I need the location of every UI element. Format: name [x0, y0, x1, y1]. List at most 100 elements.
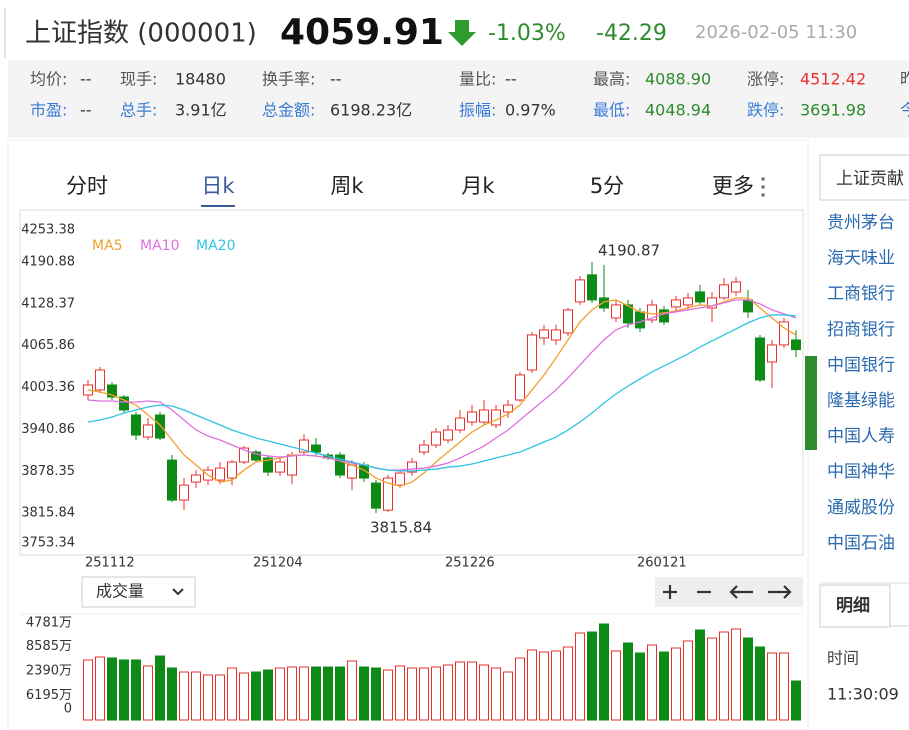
index-title: 上证指数 (000001): [25, 19, 257, 49]
volume-bar: [635, 652, 645, 721]
candle-body: [755, 337, 765, 381]
stock-item[interactable]: 贵州茅台: [827, 213, 895, 233]
stat-value: 4048.94: [645, 101, 711, 120]
trade-time: 11:30:09: [827, 685, 899, 704]
volume-tick-label: 0: [64, 702, 72, 717]
volume-bar: [731, 628, 741, 721]
toolbar-icons[interactable]: [663, 585, 792, 599]
stat-label: 涨停:: [747, 70, 784, 89]
stock-item[interactable]: 隆基绿能: [827, 391, 895, 411]
volume-bar: [683, 640, 693, 721]
candle-body: [479, 409, 489, 423]
stock-item[interactable]: 中国石油: [827, 533, 895, 553]
x-tick-label: 260121: [637, 556, 687, 571]
stock-item[interactable]: 工商银行: [827, 284, 895, 304]
candle-body: [107, 384, 117, 398]
stat-value: 3.91亿: [175, 101, 227, 120]
volume-bar: [95, 656, 105, 721]
stock-item[interactable]: 中国银行: [827, 355, 895, 375]
candle-body: [371, 482, 381, 509]
volume-bar: [647, 644, 657, 721]
x-tick-label: 251112: [85, 556, 135, 571]
sidebar-tab[interactable]: [819, 154, 909, 201]
ma-line: [87, 297, 797, 487]
candle-body: [443, 429, 453, 441]
stat-label: 量比:: [459, 70, 496, 89]
candle-body: [263, 457, 273, 473]
volume-bar: [275, 667, 285, 721]
more-dot: [761, 193, 765, 197]
stat-value: --: [80, 70, 92, 89]
stat-label: 跌停:: [747, 101, 784, 120]
candle-body: [455, 417, 465, 431]
legend-entry: MA5: [92, 238, 123, 254]
volume-bar: [83, 659, 93, 721]
volume-bar: [299, 666, 309, 721]
tab[interactable]: 月k: [461, 174, 495, 198]
candle-body: [95, 369, 105, 391]
volume-bar: [263, 669, 273, 721]
tab[interactable]: 更多: [712, 174, 754, 198]
volume-bar: [287, 666, 297, 721]
volume-bar: [623, 642, 633, 721]
volume-bar: [443, 664, 453, 721]
candle-body: [179, 484, 189, 501]
y-tick-label: 3753.34: [21, 536, 75, 551]
candle-body: [527, 334, 537, 371]
stat-value: 6198.23亿: [330, 101, 412, 120]
candle-body: [335, 454, 345, 476]
volume-bar: [503, 671, 513, 721]
candle-body: [743, 299, 753, 313]
volume-bar: [227, 667, 237, 721]
volume-bar: [107, 657, 117, 721]
volume-bar: [611, 650, 621, 721]
down-arrow: [448, 20, 476, 46]
volume-bar: [371, 667, 381, 721]
stock-item[interactable]: 中国神华: [827, 462, 895, 482]
candle-body: [143, 424, 153, 438]
detail-tab-label: 明细: [836, 595, 870, 616]
quote-time: 2026-02-05 11:30: [695, 22, 857, 43]
candle-body: [299, 439, 309, 453]
candle-body: [683, 297, 693, 306]
tab[interactable]: 5分: [590, 174, 624, 198]
volume-bar: [587, 631, 597, 721]
stock-item[interactable]: 通威股份: [827, 498, 895, 518]
volume-bar: [659, 651, 669, 721]
stat-value: --: [80, 101, 92, 120]
volume-bar: [431, 666, 441, 721]
tab[interactable]: 日k: [201, 174, 235, 198]
volume-bar: [527, 649, 537, 721]
volume-bar: [119, 659, 129, 721]
volume-bar: [515, 657, 525, 721]
candle-body: [599, 297, 609, 309]
candle-body: [503, 404, 513, 413]
stock-item[interactable]: 招商银行: [827, 320, 895, 340]
y-tick-label: 4253.38: [21, 223, 75, 238]
detail-tab[interactable]: [819, 584, 891, 628]
legend-entry: MA20: [196, 238, 235, 254]
stock-item[interactable]: 海天味业: [827, 249, 895, 269]
stock-item[interactable]: 中国人寿: [827, 427, 895, 447]
candle-body: [131, 414, 141, 436]
x-tick-label: 251226: [445, 556, 495, 571]
tab[interactable]: 周k: [330, 174, 364, 198]
volume-bar: [143, 665, 153, 721]
chart-card: [7, 139, 809, 730]
volume-bar: [719, 631, 729, 721]
candle-body: [635, 311, 645, 329]
volume-bar: [695, 629, 705, 721]
ma-line: [87, 314, 797, 472]
volume-bar: [323, 666, 333, 721]
chevron: [172, 588, 184, 596]
stats: 均价: -- 现手: 18480 换手率: -- 量比: -- 最高: 4088.90 涨停: 451…: [30, 70, 909, 120]
stat-value: --: [505, 70, 517, 89]
tab[interactable]: 分时: [66, 174, 108, 198]
candle-body: [215, 467, 225, 481]
volume-bar: [707, 637, 717, 721]
volume-bar: [251, 671, 261, 721]
volume-tick-label: 8585万: [26, 639, 72, 654]
y-tick-label: 3878.35: [21, 464, 75, 479]
